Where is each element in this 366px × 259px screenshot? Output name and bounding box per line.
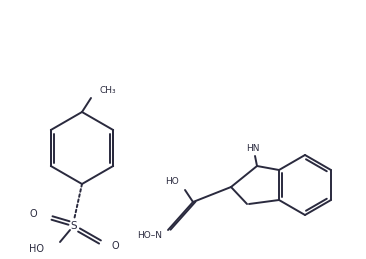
Text: HO: HO	[165, 177, 179, 186]
Text: O: O	[29, 209, 37, 219]
Text: HO–N: HO–N	[138, 231, 163, 240]
Text: S: S	[71, 221, 77, 231]
Text: O: O	[111, 241, 119, 251]
Text: CH₃: CH₃	[99, 85, 116, 95]
Text: HN: HN	[246, 143, 260, 153]
Text: HO: HO	[29, 244, 44, 254]
